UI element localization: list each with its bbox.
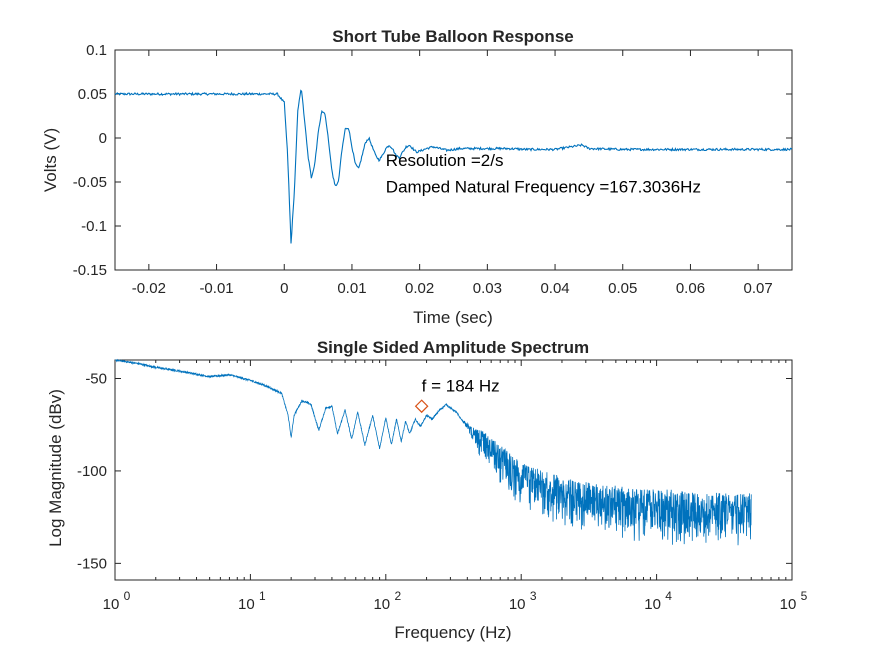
x-tick-label: 0.02 xyxy=(405,280,434,297)
y-tick-label: 0.1 xyxy=(86,42,107,59)
spectrum-y-ticks: -150 -100 -50 xyxy=(77,370,792,572)
peak-frequency-annotation: f = 184 Hz xyxy=(422,376,500,395)
x-tick-label: 10 xyxy=(509,596,526,613)
x-tick-label-exponent: 3 xyxy=(530,589,537,603)
y-tick-label: 0 xyxy=(99,130,107,147)
x-tick-label: 10 xyxy=(238,596,255,613)
spectrum-x-ticks: 10 0 10 1 10 2 10 3 10 4 10 5 xyxy=(103,360,808,613)
x-tick-label: 0.06 xyxy=(676,280,705,297)
spectrum-series xyxy=(115,358,752,546)
spectrum-title: Single Sided Amplitude Spectrum xyxy=(317,338,589,357)
time-response-y-axis-label: Volts (V) xyxy=(41,128,60,192)
y-tick-label: 0.05 xyxy=(78,86,107,103)
peak-marker-diamond xyxy=(414,399,429,414)
y-tick-label: -0.05 xyxy=(73,174,107,191)
time-response-axes: Short Tube Balloon Response -0.02 -0.01 0 0… xyxy=(41,27,793,327)
time-response-plot-area xyxy=(114,49,793,271)
time-response-x-axis-label: Time (sec) xyxy=(413,308,493,327)
x-tick-label: 10 xyxy=(103,596,120,613)
damped-frequency-annotation: Damped Natural Frequency =167.3036Hz xyxy=(386,178,701,197)
spectrum-axes: Single Sided Amplitude Spectrum 10 0 10 1 10… xyxy=(46,338,808,642)
voltage-series-line xyxy=(114,89,793,244)
spectrum-x-axis-label: Frequency (Hz) xyxy=(394,623,511,642)
x-tick-label-exponent: 5 xyxy=(801,589,808,603)
resolution-annotation: Resolution =2/s xyxy=(386,151,504,170)
y-tick-label: -100 xyxy=(77,463,107,480)
y-tick-label: -0.1 xyxy=(81,218,107,235)
x-tick-label: 10 xyxy=(780,596,797,613)
x-tick-label: 0.05 xyxy=(608,280,637,297)
x-tick-label: 0.01 xyxy=(337,280,366,297)
time-response-y-ticks: -0.15 -0.1 -0.05 0 0.05 0.1 xyxy=(73,42,792,279)
x-tick-label-exponent: 0 xyxy=(124,589,131,603)
y-tick-label: -0.15 xyxy=(73,262,107,279)
x-tick-label-exponent: 4 xyxy=(665,589,672,603)
x-tick-label: -0.02 xyxy=(132,280,166,297)
x-tick-label: 0.07 xyxy=(744,280,773,297)
x-tick-label-exponent: 2 xyxy=(394,589,401,603)
spectrum-plot-area xyxy=(114,359,793,581)
spectrum-y-axis-label: Log Magnitude (dBv) xyxy=(46,389,65,547)
x-tick-label: 10 xyxy=(644,596,661,613)
y-tick-label: -150 xyxy=(77,555,107,572)
time-response-x-ticks: -0.02 -0.01 0 0.01 0.02 0.03 0.04 0.05 0.06 0.07 xyxy=(132,50,773,297)
x-tick-label: 0.04 xyxy=(540,280,569,297)
x-tick-label: 0.03 xyxy=(473,280,502,297)
x-tick-label: -0.01 xyxy=(199,280,233,297)
spectrum-series-line xyxy=(115,358,752,546)
x-tick-label-exponent: 1 xyxy=(259,589,266,603)
time-response-series xyxy=(114,89,793,244)
y-tick-label: -50 xyxy=(85,370,107,387)
time-response-title: Short Tube Balloon Response xyxy=(332,27,573,46)
x-tick-label: 0 xyxy=(280,280,288,297)
x-tick-label: 10 xyxy=(373,596,390,613)
peak-marker xyxy=(414,399,429,414)
